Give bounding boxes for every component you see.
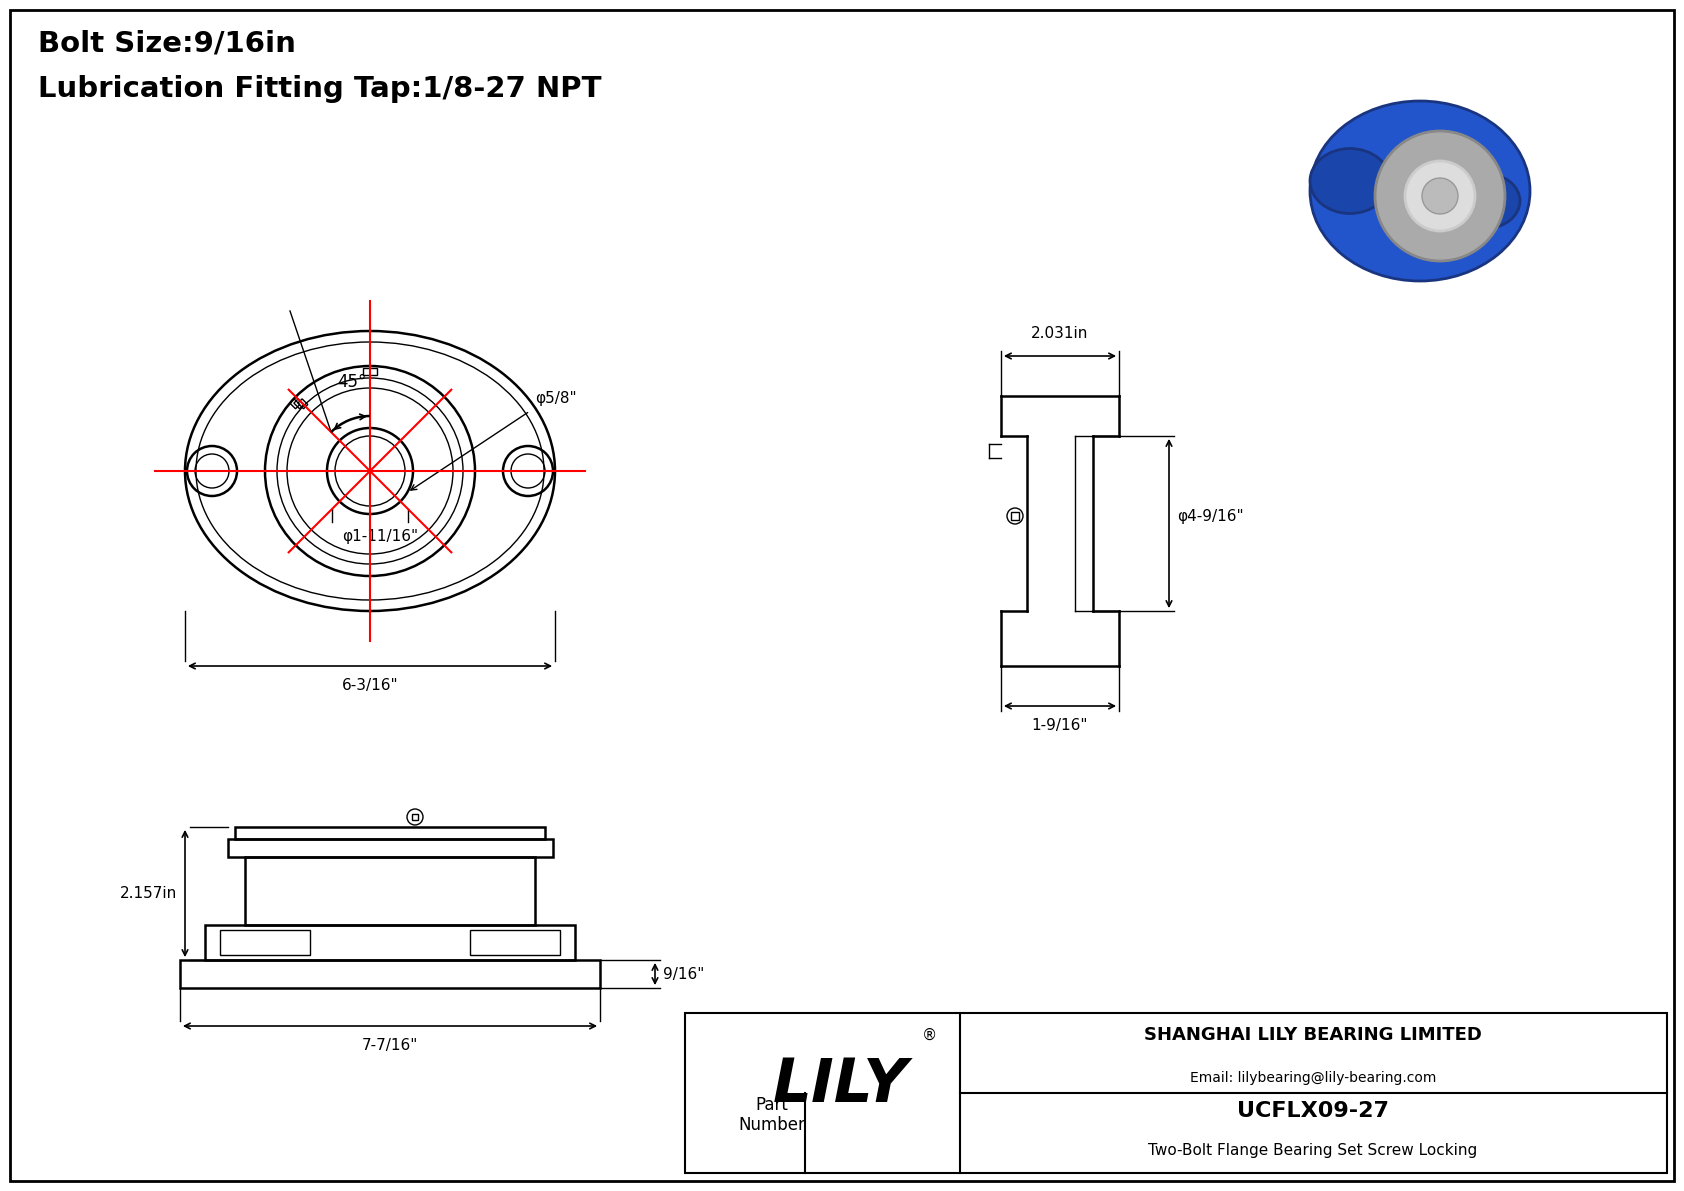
- Circle shape: [1376, 131, 1505, 261]
- Text: Email: lilybearing@lily-bearing.com: Email: lilybearing@lily-bearing.com: [1191, 1071, 1436, 1085]
- Bar: [470, 930, 561, 955]
- Text: 9/16": 9/16": [663, 967, 704, 981]
- Bar: [290, 399, 300, 409]
- Bar: [685, 1014, 1667, 1173]
- Bar: [205, 925, 574, 960]
- Bar: [298, 399, 308, 409]
- Text: 6-3/16": 6-3/16": [342, 678, 399, 693]
- Circle shape: [1404, 161, 1475, 231]
- Bar: [244, 858, 536, 925]
- Bar: [413, 813, 418, 819]
- Text: Two-Bolt Flange Bearing Set Screw Locking: Two-Bolt Flange Bearing Set Screw Lockin…: [1148, 1143, 1477, 1159]
- Text: Lubrication Fitting Tap:1/8-27 NPT: Lubrication Fitting Tap:1/8-27 NPT: [39, 75, 601, 102]
- Bar: [364, 368, 377, 375]
- Text: ®: ®: [923, 1028, 938, 1042]
- Text: 7-7/16": 7-7/16": [362, 1039, 418, 1053]
- Bar: [236, 827, 546, 838]
- Text: LILY: LILY: [773, 1055, 908, 1115]
- Text: SHANGHAI LILY BEARING LIMITED: SHANGHAI LILY BEARING LIMITED: [1143, 1025, 1482, 1045]
- Bar: [295, 399, 303, 409]
- Text: φ1-11/16": φ1-11/16": [342, 529, 418, 544]
- Text: Bolt Size:9/16in: Bolt Size:9/16in: [39, 30, 296, 58]
- Text: 45°: 45°: [337, 373, 367, 391]
- Ellipse shape: [1310, 149, 1389, 213]
- Ellipse shape: [1310, 101, 1531, 281]
- Bar: [1010, 512, 1019, 520]
- Text: 1-9/16": 1-9/16": [1032, 718, 1088, 732]
- Text: Part: Part: [756, 1096, 788, 1114]
- Text: UCFLX09-27: UCFLX09-27: [1238, 1100, 1389, 1121]
- Text: Number: Number: [739, 1116, 805, 1134]
- Text: 2.157in: 2.157in: [120, 886, 177, 902]
- Circle shape: [1421, 177, 1458, 214]
- Text: φ4-9/16": φ4-9/16": [1177, 509, 1243, 524]
- Bar: [221, 930, 310, 955]
- Bar: [180, 960, 600, 989]
- Ellipse shape: [1450, 174, 1521, 229]
- Bar: [227, 838, 552, 858]
- Text: φ5/8": φ5/8": [536, 391, 576, 406]
- Text: 2.031in: 2.031in: [1031, 326, 1088, 341]
